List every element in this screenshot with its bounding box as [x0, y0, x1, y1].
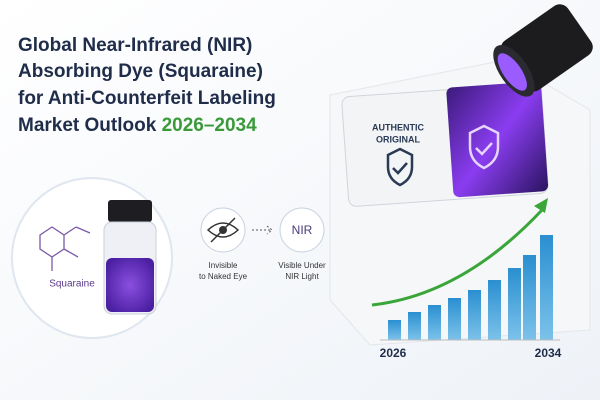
year-label: 2026	[380, 346, 407, 360]
check-icon	[475, 142, 493, 156]
step-text: to Naked Eye	[199, 272, 248, 281]
label-text: AUTHENTIC	[372, 122, 424, 132]
compound-name: Squaraine	[49, 279, 95, 290]
year-label: 2034	[535, 346, 562, 360]
nir-icon-text: NIR	[292, 223, 313, 237]
vial-cap	[108, 200, 152, 222]
title-line: for Anti-Counterfeit Labeling	[18, 88, 276, 109]
arrow	[252, 225, 273, 235]
eye-strike	[210, 217, 236, 243]
title-line: Absorbing Dye (Squaraine)	[18, 61, 263, 82]
title-years: 2026–2034	[162, 115, 258, 136]
shield-icon	[468, 124, 500, 170]
title-text: Market Outlook	[18, 115, 157, 136]
arrow-head	[534, 198, 548, 213]
step-text: Visible Under	[278, 261, 326, 270]
title-line: Market Outlook 2026–2034	[18, 115, 257, 136]
growth-arrow	[371, 208, 544, 307]
shield-icon	[386, 147, 414, 187]
flashlight	[493, 4, 593, 97]
growth-bars	[388, 235, 553, 340]
vial-liquid	[106, 258, 154, 312]
step-text: Invisible	[209, 261, 238, 270]
nir-circle	[279, 207, 325, 253]
label-text: ORIGINAL	[376, 134, 421, 144]
title-line: Global Near-Infrared (NIR)	[18, 35, 252, 56]
check-icon	[392, 162, 408, 175]
structure	[39, 226, 91, 271]
step-text: NIR Light	[285, 272, 319, 281]
